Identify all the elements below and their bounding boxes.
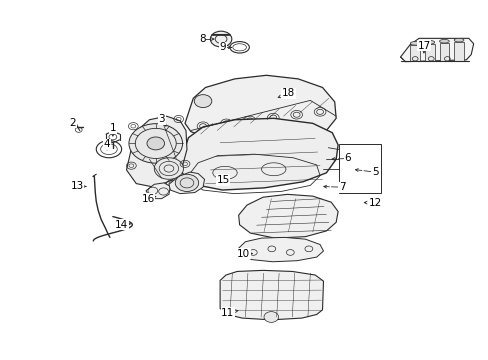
FancyBboxPatch shape xyxy=(409,45,419,60)
Text: 17: 17 xyxy=(416,41,430,50)
Text: 14: 14 xyxy=(115,220,128,230)
Text: 8: 8 xyxy=(198,34,205,44)
Polygon shape xyxy=(181,118,337,190)
Circle shape xyxy=(175,174,198,192)
Text: 4: 4 xyxy=(103,139,110,149)
Circle shape xyxy=(210,31,231,47)
Text: 3: 3 xyxy=(158,114,164,124)
Text: 2: 2 xyxy=(69,118,76,128)
FancyBboxPatch shape xyxy=(424,44,434,60)
Polygon shape xyxy=(168,172,204,194)
Circle shape xyxy=(154,158,183,179)
Polygon shape xyxy=(184,75,335,141)
Text: 12: 12 xyxy=(368,198,381,208)
Circle shape xyxy=(264,312,278,322)
FancyBboxPatch shape xyxy=(453,42,463,60)
FancyBboxPatch shape xyxy=(439,43,448,60)
Text: 18: 18 xyxy=(281,88,294,98)
Text: 5: 5 xyxy=(371,167,378,177)
Circle shape xyxy=(147,137,164,150)
Ellipse shape xyxy=(409,41,419,45)
Text: 11: 11 xyxy=(221,308,234,318)
Text: 7: 7 xyxy=(338,182,345,192)
Text: 15: 15 xyxy=(216,175,229,185)
Circle shape xyxy=(129,124,182,163)
Polygon shape xyxy=(220,270,323,320)
Ellipse shape xyxy=(424,41,434,44)
Text: 10: 10 xyxy=(237,248,249,258)
Polygon shape xyxy=(238,194,337,238)
Text: 1: 1 xyxy=(109,123,116,133)
Circle shape xyxy=(194,95,211,108)
Polygon shape xyxy=(238,237,323,262)
Text: 13: 13 xyxy=(70,181,84,192)
Polygon shape xyxy=(126,116,186,187)
Polygon shape xyxy=(400,39,473,62)
Polygon shape xyxy=(146,183,170,199)
Text: 9: 9 xyxy=(219,42,226,52)
Text: 6: 6 xyxy=(344,153,350,163)
Ellipse shape xyxy=(453,39,463,42)
Text: 16: 16 xyxy=(141,194,154,204)
Ellipse shape xyxy=(439,40,448,43)
